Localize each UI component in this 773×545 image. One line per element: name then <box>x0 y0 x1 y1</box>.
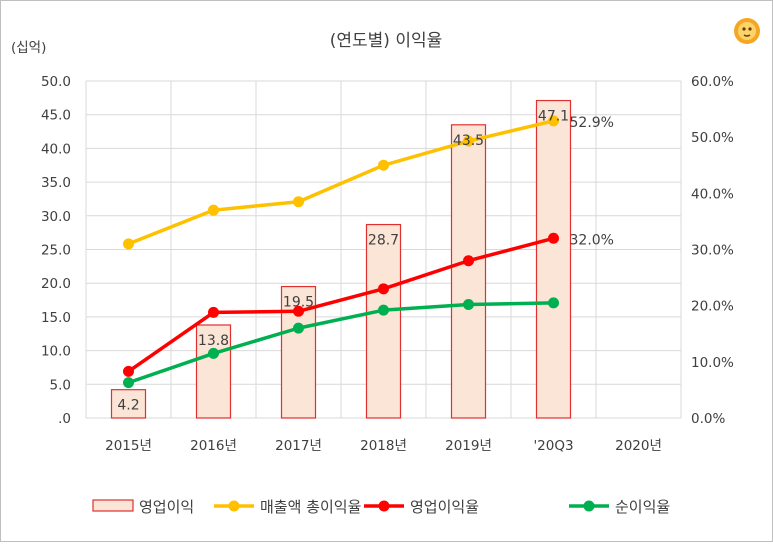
lion-logo-icon <box>734 18 760 44</box>
left-axis-tick-label: 30.0 <box>41 209 71 225</box>
line-point-2 <box>378 283 389 295</box>
right-axis-tick-label: 10.0% <box>691 355 734 371</box>
line-point-3 <box>293 322 304 334</box>
category-label: 2020년 <box>615 438 662 454</box>
line-point-3 <box>378 304 389 316</box>
left-axis-unit-label: (십억) <box>11 40 46 56</box>
line-point-2 <box>123 365 134 377</box>
bar-data-label: 43.5 <box>453 133 484 149</box>
line-point-1 <box>208 204 219 216</box>
line-point-1 <box>548 115 559 127</box>
legend-swatch-marker <box>583 500 595 512</box>
right-axis-tick-label: 0.0% <box>691 411 725 427</box>
legend-label: 순이익율 <box>615 498 670 516</box>
bar-data-label: 47.1 <box>538 109 569 125</box>
bar-operating-profit <box>110 389 147 419</box>
bar-data-label: 28.7 <box>368 233 399 249</box>
line-point-3 <box>463 299 474 311</box>
line-point-3 <box>548 297 559 309</box>
left-axis-tick-label: 10.0 <box>41 344 71 360</box>
bar-operating-profit <box>365 223 402 419</box>
left-axis-tick-label: 35.0 <box>41 175 71 191</box>
lines-layer <box>123 115 559 389</box>
line-end-label: 32.0% <box>570 232 614 248</box>
line-point-1 <box>378 159 389 171</box>
left-axis-tick-label: 40.0 <box>41 141 71 157</box>
category-label: 2016년 <box>190 438 237 454</box>
line-point-2 <box>208 306 219 318</box>
category-label: 2018년 <box>360 438 407 454</box>
legend: 영업이익 매출액 총이익율 영업이익율 순이익율 <box>92 498 670 516</box>
bar-operating-profit <box>195 324 232 419</box>
bar-data-label: 13.8 <box>198 333 229 349</box>
bar-data-label: 4.2 <box>117 398 139 414</box>
line-point-1 <box>123 238 134 250</box>
right-axis-tick-label: 40.0% <box>691 186 734 202</box>
line-point-1 <box>293 196 304 208</box>
left-axis-tick-label: 20.0 <box>41 276 71 292</box>
right-axis-tick-label: 50.0% <box>691 130 734 146</box>
right-axis-tick-label: 20.0% <box>691 299 734 315</box>
legend-swatch-marker <box>228 500 240 512</box>
legend-swatch-bar <box>92 499 134 512</box>
chart-title: (연도별) 이익율 <box>330 31 443 51</box>
line-point-3 <box>208 347 219 359</box>
axis-labels-layer: 50.0 45.0 40.0 35.0 30.0 25.0 20.0 15.0 10.0 5.0.… <box>41 74 734 454</box>
line-point-2 <box>293 305 304 317</box>
legend-label: 영업이익 <box>139 498 194 516</box>
category-label: 2015년 <box>105 438 152 454</box>
legend-swatch-marker <box>378 500 390 512</box>
right-axis-tick-label: 30.0% <box>691 243 734 259</box>
left-axis-tick-label: 25.0 <box>41 243 71 259</box>
left-axis-tick-label: .0 <box>58 411 71 427</box>
left-axis-tick-label: 15.0 <box>41 310 71 326</box>
line-series-1 <box>127 119 554 246</box>
data-labels-layer: 4.2 13.8 19.5 28.7 43.5 47.1 52.9% 32.0% <box>117 109 614 414</box>
category-label: '20Q3 <box>533 438 573 454</box>
line-point-2 <box>548 232 559 244</box>
line-point-2 <box>463 255 474 267</box>
left-axis-tick-label: 5.0 <box>50 377 71 393</box>
line-series-2 <box>127 236 554 373</box>
legend-label: 매출액 총이익율 <box>260 498 361 516</box>
left-axis-tick-label: 45.0 <box>41 108 71 124</box>
category-label: 2017년 <box>275 438 322 454</box>
category-label: 2019년 <box>445 438 492 454</box>
right-axis-tick-label: 60.0% <box>691 74 734 90</box>
line-point-1 <box>463 135 474 147</box>
line-point-3 <box>123 377 134 389</box>
legend-label: 영업이익율 <box>410 498 479 516</box>
bar-operating-profit <box>450 124 487 419</box>
line-series-3 <box>127 301 554 385</box>
left-axis-tick-label: 50.0 <box>41 74 71 90</box>
bar-data-label: 19.5 <box>283 295 314 311</box>
line-end-label: 52.9% <box>570 115 614 131</box>
bar-operating-profit <box>535 99 572 419</box>
